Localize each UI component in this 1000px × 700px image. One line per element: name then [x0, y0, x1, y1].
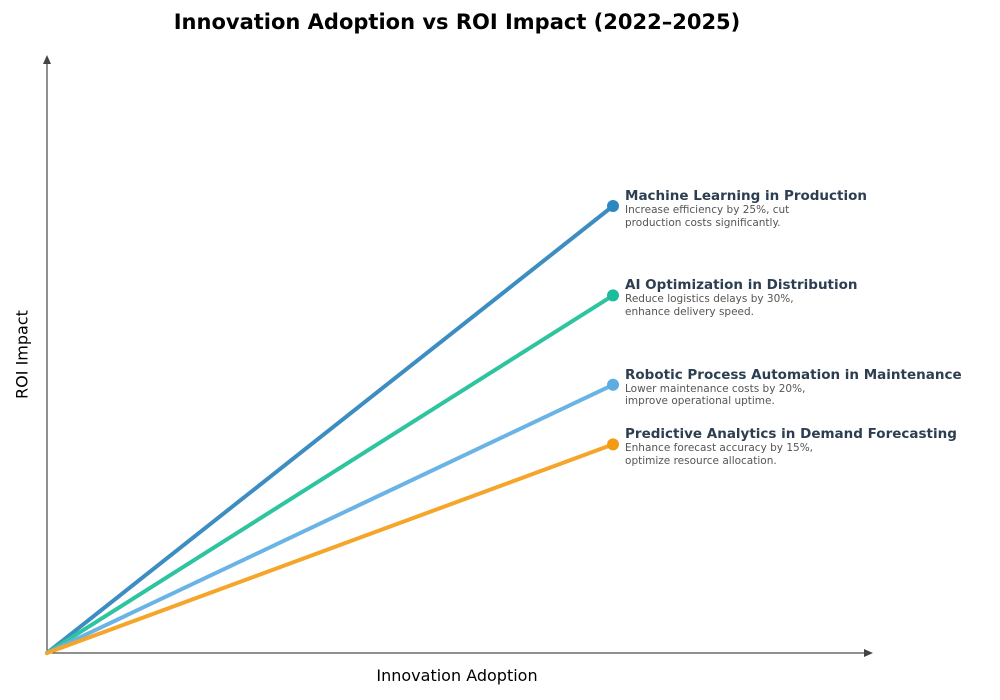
- series-annotation: AI Optimization in Distribution Reduce lo…: [625, 277, 858, 318]
- y-axis-arrow-icon: [43, 55, 51, 64]
- x-axis-label: Innovation Adoption: [376, 666, 538, 685]
- series-line: [45, 442, 616, 655]
- series-end-point: [607, 438, 620, 451]
- series-end-point: [607, 378, 620, 391]
- annotation-description: Enhance forecast accuracy by 15%, optimi…: [625, 442, 814, 467]
- annotation-description: Increase efficiency by 25%, cut producti…: [625, 204, 790, 229]
- x-axis-arrow-icon: [864, 649, 873, 657]
- series-end-point: [607, 200, 620, 212]
- series-line: [45, 204, 616, 655]
- annotation-title: Machine Learning in Production: [625, 188, 868, 204]
- annotation-description: Lower maintenance costs by 20%, improve …: [625, 382, 806, 408]
- series-end-point: [607, 289, 620, 302]
- annotation-title: Predictive Analytics in Demand Forecasti…: [625, 426, 957, 443]
- series-annotation: Robotic Process Automation in Maintenanc…: [625, 367, 962, 408]
- series-line: [45, 382, 616, 655]
- annotation-description: Reduce logistics delays by 30%, enhance …: [625, 293, 794, 318]
- series-line: [45, 293, 616, 655]
- annotation-title: AI Optimization in Distribution: [625, 277, 858, 294]
- annotation-title: Robotic Process Automation in Maintenanc…: [625, 366, 962, 383]
- series-annotation: Predictive Analytics in Demand Forecasti…: [625, 426, 957, 467]
- y-axis-label: ROI Impact: [12, 310, 32, 399]
- series-annotation: Machine Learning in Production Increase e…: [625, 188, 867, 229]
- chart-title: Innovation Adoption vs ROI Impact (2022–…: [173, 10, 741, 34]
